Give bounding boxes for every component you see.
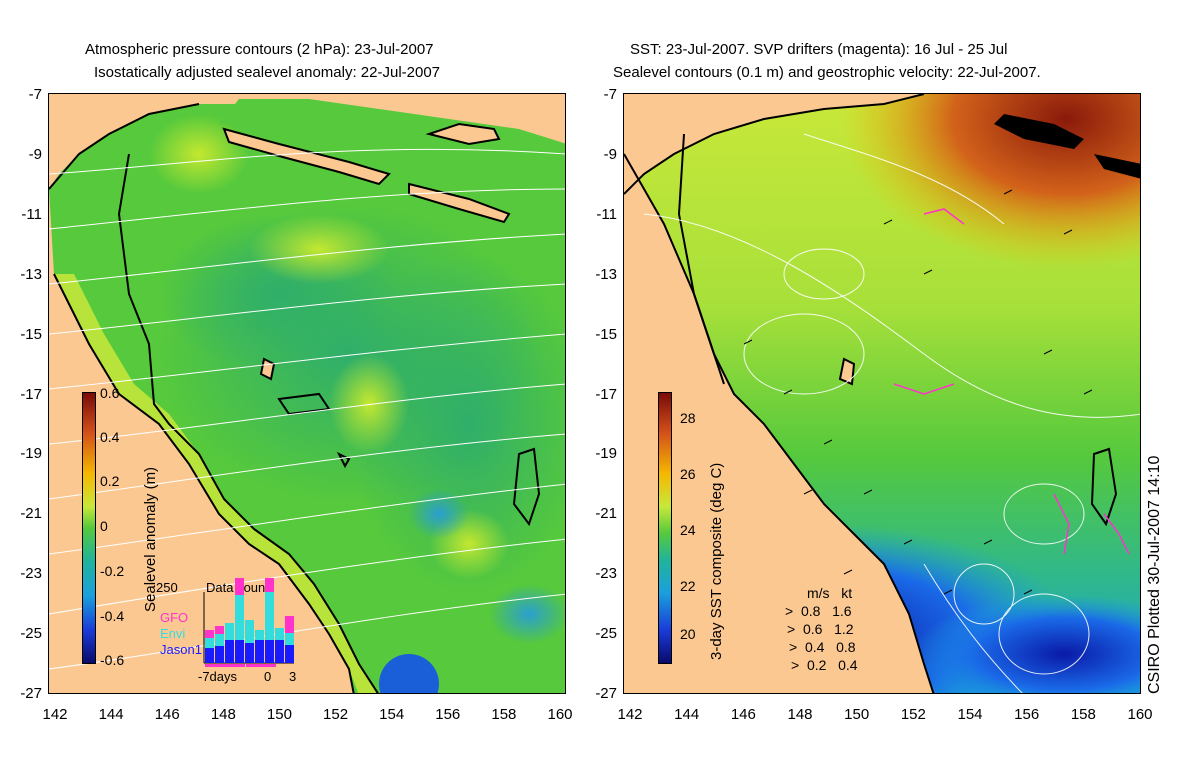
x-tick-label: 142 [617, 706, 643, 723]
y-tick-label: -19 [20, 445, 42, 463]
x-tick-label: 158 [1070, 706, 1096, 723]
y-tick-label: -25 [20, 625, 42, 643]
y-tick-label: -23 [595, 565, 617, 583]
left-title-line1: Atmospheric pressure contours (2 hPa): 2… [85, 41, 434, 58]
colorbar-tick: 20 [680, 626, 696, 642]
y-tick-label: -21 [595, 505, 617, 523]
left-map [48, 93, 566, 694]
x-tick-label: 158 [491, 706, 517, 723]
sealevel-map-graphic [49, 94, 565, 693]
y-tick-label: -15 [20, 325, 42, 343]
legend-envi: Envi [160, 626, 186, 641]
x-tick-label: 148 [787, 706, 813, 723]
inset-x-label: 0 [264, 669, 272, 684]
x-tick-label: 154 [379, 706, 405, 723]
inset-x-label: -7days [198, 669, 238, 684]
colorbar-tick: 22 [680, 578, 696, 594]
colorbar-tick: 0.4 [100, 429, 120, 445]
x-tick-label: 156 [435, 706, 461, 723]
y-tick-label: -27 [595, 685, 617, 702]
right-title-line2: Sealevel contours (0.1 m) and geostrophi… [613, 64, 1041, 81]
x-tick-label: 142 [42, 706, 68, 723]
inset-y-max: 250 [156, 580, 178, 595]
y-tick-label: -9 [603, 145, 617, 163]
colorbar-tick: -0.6 [100, 652, 125, 668]
velocity-legend-header: m/s kt [807, 585, 853, 601]
y-tick-label: -7 [603, 86, 617, 103]
y-tick-label: -11 [21, 205, 42, 223]
x-tick-label: 150 [266, 706, 292, 723]
colorbar-tick: -0.2 [100, 563, 125, 579]
y-tick-label: -17 [20, 385, 42, 403]
left-title-line2: Isostatically adjusted sealevel anomaly:… [94, 64, 441, 81]
data-count-bars [203, 578, 294, 667]
y-tick-label: -13 [595, 265, 617, 283]
velocity-legend-row: > 0.2 0.4 [791, 657, 858, 673]
right-title-line1: SST: 23-Jul-2007. SVP drifters (magenta)… [630, 41, 1008, 58]
y-tick-label: -7 [28, 86, 42, 103]
credit-label: CSIRO Plotted 30-Jul-2007 14:10 [1146, 455, 1163, 694]
colorbar-tick: 0.6 [100, 385, 120, 401]
x-tick-label: 152 [900, 706, 926, 723]
sst-colorbar [658, 392, 672, 664]
x-tick-label: 150 [844, 706, 870, 723]
y-tick-label: -23 [20, 565, 42, 583]
y-tick-label: -11 [596, 205, 617, 223]
x-tick-label: 160 [547, 706, 573, 723]
x-tick-label: 144 [98, 706, 124, 723]
x-tick-label: 146 [730, 706, 756, 723]
y-tick-label: -21 [20, 505, 42, 523]
data-count-inset: 250 Data count GFO Envi Jason1 -7days 0 … [156, 578, 296, 688]
sealevel-colorbar [82, 392, 96, 664]
y-tick-label: -13 [20, 265, 42, 283]
y-tick-label: -9 [28, 145, 42, 163]
x-tick-label: 152 [323, 706, 349, 723]
colorbar-tick: -0.4 [100, 608, 125, 624]
right-map [623, 93, 1141, 694]
y-tick-label: -27 [20, 685, 42, 702]
y-tick-label: -25 [595, 625, 617, 643]
colorbar-tick: 26 [680, 466, 696, 482]
velocity-legend-row: > 0.4 0.8 [789, 639, 856, 655]
inset-x-label: 3 [289, 669, 297, 684]
x-tick-label: 144 [674, 706, 700, 723]
colorbar-tick: 0.2 [100, 473, 120, 489]
x-tick-label: 148 [210, 706, 236, 723]
legend-gfo: GFO [160, 610, 189, 625]
y-tick-label: -15 [595, 325, 617, 343]
colorbar-tick: 28 [680, 410, 696, 426]
sst-map-graphic [624, 94, 1140, 693]
y-tick-label: -19 [595, 445, 617, 463]
legend-jason1: Jason1 [160, 642, 202, 657]
velocity-legend-row: > 0.8 1.6 [785, 603, 852, 619]
y-tick-label: -17 [595, 385, 617, 403]
velocity-legend-row: > 0.6 1.2 [787, 621, 854, 637]
sst-colorbar-label: 3-day SST composite (deg C) [708, 462, 725, 660]
x-tick-label: 154 [957, 706, 983, 723]
colorbar-tick: 0 [100, 518, 108, 534]
x-tick-label: 156 [1014, 706, 1040, 723]
x-tick-label: 146 [154, 706, 180, 723]
colorbar-tick: 24 [680, 522, 696, 538]
x-tick-label: 160 [1127, 706, 1153, 723]
